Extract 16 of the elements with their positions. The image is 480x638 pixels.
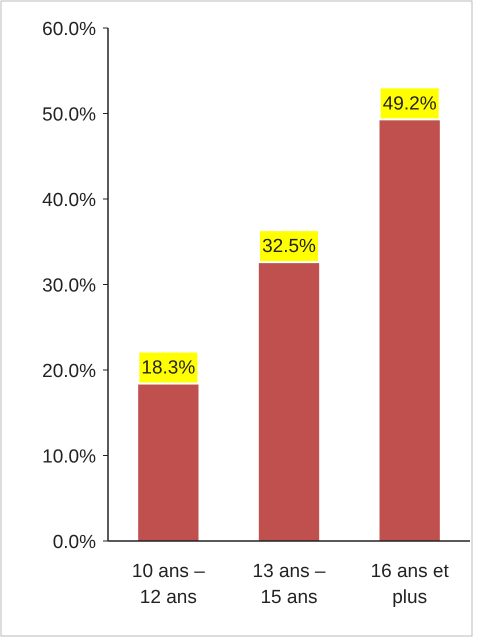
y-tick-label: 20.0%	[42, 361, 96, 382]
y-tick-label: 60.0%	[42, 19, 96, 40]
y-tick-label: 0.0%	[52, 532, 96, 553]
bar	[258, 263, 320, 541]
x-tick-label: 10 ans – 12 ans	[132, 561, 206, 608]
y-tick-label: 10.0%	[42, 446, 96, 468]
x-tick-label: 13 ans – 15 ans	[252, 561, 326, 608]
data-label: 49.2%	[382, 93, 437, 114]
bar	[380, 120, 440, 541]
y-tick-label: 50.0%	[42, 104, 96, 126]
y-tick-label: 30.0%	[42, 276, 96, 296]
x-tick-label: 16 ans et plus	[370, 561, 450, 608]
data-label: 18.3%	[141, 358, 196, 379]
data-label: 32.5%	[262, 236, 316, 258]
y-tick-label: 40.0%	[42, 190, 96, 211]
bar	[138, 384, 198, 541]
